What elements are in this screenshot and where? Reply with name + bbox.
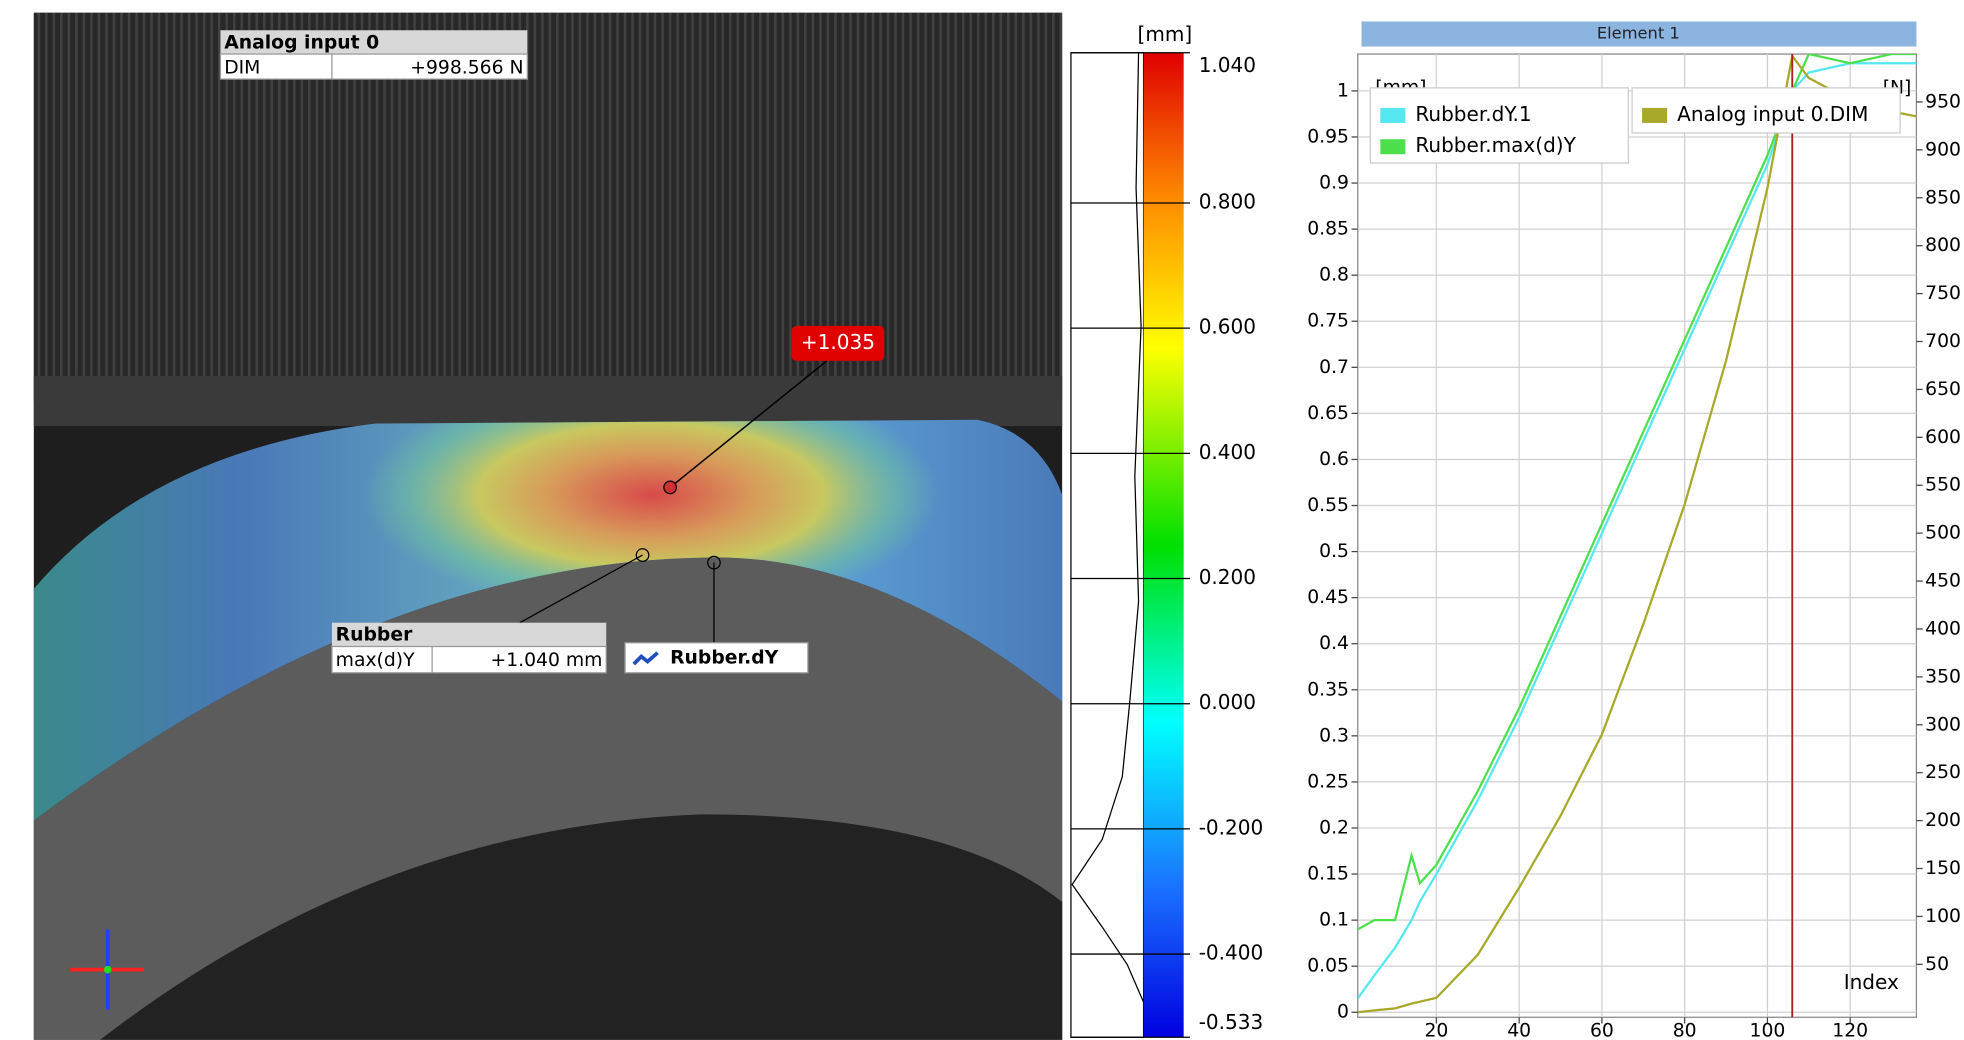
- y-tick-label: 0.05: [1307, 956, 1349, 977]
- label-name: DIM: [224, 57, 260, 78]
- y2-tick-label: 150: [1925, 858, 1961, 879]
- legend-swatch: [1380, 139, 1405, 154]
- y-tick-label: 0.7: [1319, 357, 1349, 378]
- x-tick-label: 80: [1673, 1021, 1697, 1040]
- y2-tick-label: 550: [1925, 475, 1961, 496]
- y-tick-label: 0.45: [1307, 587, 1349, 608]
- y2-tick-label: 500: [1925, 523, 1961, 544]
- colorbar-tick-label: 1.040: [1199, 53, 1256, 77]
- colorbar-tick-label: 0.000: [1199, 690, 1256, 714]
- y2-tick-label: 400: [1925, 618, 1961, 639]
- label-value: +1.040 mm: [490, 650, 602, 671]
- color-bar: [mm] 1.040 0.800 0.600 0.400 0.200 0.000 -0.20…: [1071, 22, 1263, 1038]
- x-tick-label: 40: [1507, 1021, 1531, 1040]
- y-tick-label: 0.85: [1307, 219, 1349, 240]
- y-tick-label: 0.55: [1307, 495, 1349, 516]
- y-tick-label: 0.1: [1319, 910, 1349, 931]
- chart-title: Element 1: [1597, 24, 1680, 43]
- y-tick-label: 0.3: [1319, 725, 1349, 746]
- y-tick-label: 0.75: [1307, 311, 1349, 332]
- legend-label: Rubber.dY.1: [1415, 102, 1531, 126]
- colorbar-tick-label: 0.600: [1199, 315, 1256, 339]
- chart-panel: Element 1: [1358, 21, 1917, 1017]
- label-title: Rubber.dY: [670, 647, 779, 668]
- y2-tick-label: 200: [1925, 810, 1961, 831]
- page: { "image_panel": { "analog_label": {"tit…: [0, 0, 1964, 1040]
- y-tick-label: 0.8: [1319, 265, 1349, 286]
- y-tick-label: 0.95: [1307, 126, 1349, 147]
- marker-value: +1.035: [801, 330, 875, 354]
- legend-label: Analog input 0.DIM: [1677, 102, 1868, 126]
- y2-tick-label: 800: [1925, 235, 1961, 256]
- screen: Analog input 0 DIM +998.566 N +1.035 Rub…: [0, 0, 1964, 1040]
- y-tick-label: 0.15: [1307, 864, 1349, 885]
- y-tick-label: 0: [1337, 1002, 1349, 1023]
- y2-tick-label: 450: [1925, 571, 1961, 592]
- y-tick-label: 0.25: [1307, 771, 1349, 792]
- y-tick-label: 0.6: [1319, 449, 1349, 470]
- y2-tick-label: 250: [1925, 762, 1961, 783]
- y-tick-label: 1: [1337, 80, 1349, 101]
- y2-tick-label: 900: [1925, 139, 1961, 160]
- y2-tick-label: 100: [1925, 906, 1961, 927]
- y2-tick-label: 50: [1925, 954, 1949, 975]
- y2-tick-label: 850: [1925, 187, 1961, 208]
- colorbar-tick-label: 0.400: [1199, 440, 1256, 464]
- x-tick-label: 120: [1832, 1021, 1868, 1040]
- y-tick-label: 0.9: [1319, 173, 1349, 194]
- x-axis-label: Index: [1844, 970, 1899, 994]
- y-tick-label: 0.2: [1319, 817, 1349, 838]
- colorbar-tick-label: -0.533: [1199, 1010, 1264, 1034]
- x-tick-label: 20: [1424, 1021, 1448, 1040]
- y2-tick-label: 300: [1925, 714, 1961, 735]
- y-tick-label: 0.65: [1307, 403, 1349, 424]
- colorbar-tick-label: 0.800: [1199, 190, 1256, 214]
- y2-tick-label: 750: [1925, 283, 1961, 304]
- colorbar-unit: [mm]: [1138, 22, 1193, 46]
- y2-tick-label: 600: [1925, 427, 1961, 448]
- colorbar-tick-label: 0.200: [1199, 565, 1256, 589]
- colorbar-tick-label: -0.200: [1199, 815, 1264, 839]
- legend-swatch: [1380, 108, 1405, 123]
- y-tick-label: 0.35: [1307, 679, 1349, 700]
- camera-image: [34, 13, 1062, 1040]
- y2-tick-label: 650: [1925, 379, 1961, 400]
- label-name: max(d)Y: [336, 650, 415, 671]
- label-title: Analog input 0: [224, 32, 379, 53]
- y-tick-label: 0.5: [1319, 541, 1349, 562]
- colorbar-tick-label: -0.400: [1199, 941, 1264, 965]
- label-value: +998.566 N: [410, 57, 523, 78]
- y-tick-label: 0.4: [1319, 633, 1349, 654]
- y2-tick-label: 950: [1925, 91, 1961, 112]
- x-tick-label: 100: [1750, 1021, 1786, 1040]
- label-title: Rubber: [336, 625, 413, 646]
- analog-label: Analog input 0 DIM +998.566 N: [220, 30, 527, 79]
- y2-tick-label: 700: [1925, 331, 1961, 352]
- legend-swatch: [1642, 108, 1667, 123]
- x-tick-label: 60: [1590, 1021, 1614, 1040]
- legend-label: Rubber.max(d)Y: [1415, 133, 1576, 157]
- y2-tick-label: 350: [1925, 666, 1961, 687]
